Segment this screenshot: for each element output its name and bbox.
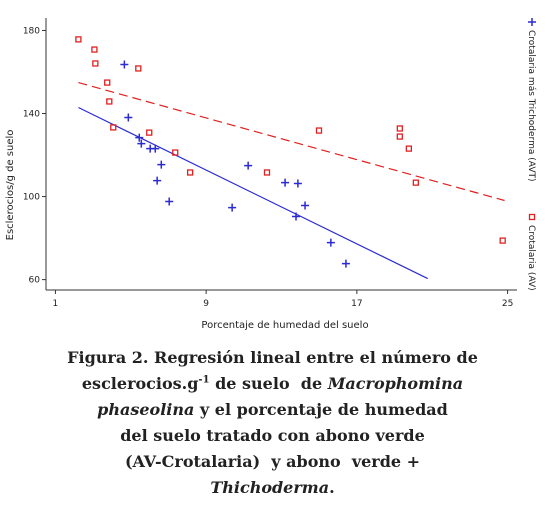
x-tick-label: 17 [351,299,362,309]
point [396,125,403,132]
caption-text: Thichoderma [210,478,330,497]
point [244,161,253,170]
point [157,160,166,169]
point [91,46,98,53]
point [135,133,144,142]
regression-line [78,106,428,280]
legend-label: Crotalaria (AV) [526,225,536,291]
point [146,129,153,136]
point [412,179,419,186]
chart: Porcentaje de humedad del suelo Escleroc… [5,18,536,331]
x-tick-label: 25 [502,299,513,309]
caption-text: Macrophomina [327,374,464,393]
caption-text: Figura 2. Regresión lineal entre el núme… [67,348,478,367]
point [405,145,413,152]
legend-marker [528,18,536,26]
point [281,178,290,187]
point [124,113,133,122]
caption: Figura 2. Regresión lineal entre el núme… [0,345,545,501]
caption-line: esclerocios.g-1 de suelo de Macrophomina [0,371,545,397]
regression-line [78,81,505,202]
y-axis-label: Esclerocios/g de suelo [5,130,16,241]
point [135,65,142,72]
caption-line: phaseolina y el porcentaje de humedad [0,397,545,423]
legend-marker [528,213,536,221]
point [396,133,403,140]
point [137,139,146,148]
point [326,238,335,247]
point [153,176,162,185]
caption-text: (AV-Crotalaria) y abono verde + [124,452,421,471]
point [75,36,82,43]
caption-text: de suelo de [209,374,328,393]
point [110,124,117,131]
point [301,201,310,210]
point [104,79,111,86]
caption-text: -1 [198,374,210,386]
caption-text: . [329,478,335,497]
y-tick-label: 100 [23,193,40,203]
point [172,149,179,156]
x-tick-label: 1 [53,299,59,309]
x-axis-label: Porcentaje de humedad del suelo [201,320,368,331]
caption-line: (AV-Crotalaria) y abono verde + [0,449,545,475]
point [228,203,237,212]
point [120,60,129,69]
point [292,212,301,221]
caption-line: del suelo tratado con abono verde [0,423,545,449]
y-tick-label: 60 [29,276,41,286]
caption-text: y el porcentaje de humedad [194,400,448,419]
point [263,169,271,176]
point [315,127,323,134]
caption-text: del suelo tratado con abono verde [120,426,425,445]
caption-text: esclerocios.g [81,374,199,393]
point [186,169,194,176]
caption-line: Figura 2. Regresión lineal entre el núme… [0,345,545,371]
point [165,197,174,206]
legend-label: Crotalaria más Trichoderma (AVT) [526,30,536,182]
y-tick-label: 180 [23,26,40,36]
point [92,60,99,67]
caption-text: phaseolina [97,400,195,419]
caption-line: Thichoderma. [0,475,545,501]
x-tick-label: 9 [203,299,209,309]
y-tick-label: 140 [23,110,40,120]
point [499,237,506,244]
point [293,179,302,188]
point [341,259,350,268]
point [151,144,160,153]
point [106,98,113,105]
